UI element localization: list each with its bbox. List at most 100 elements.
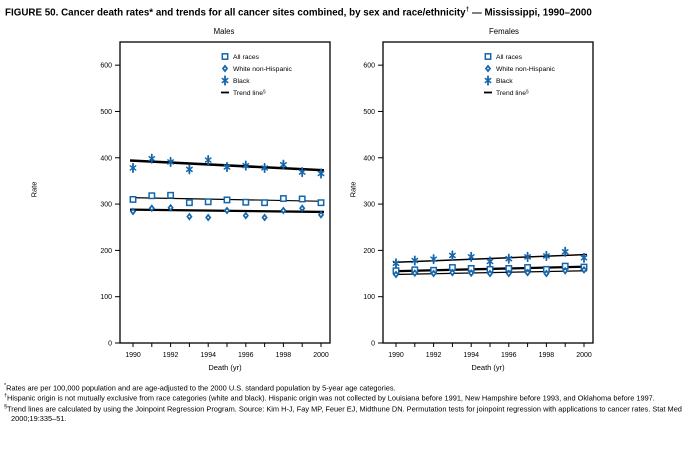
plot-frame (382, 41, 594, 344)
diamond-center-dot (470, 272, 473, 274)
figure-title: FIGURE 50. Cancer death rates* and trend… (5, 6, 685, 18)
legend: All races White non-Hispanic Black Trend li… (221, 53, 293, 97)
black-asterisk-marker (580, 252, 588, 263)
diamond-center-dot (564, 269, 567, 272)
all-races-square-marker (148, 192, 156, 200)
diamond-center-dot (545, 272, 548, 275)
black-asterisk-marker (242, 160, 250, 171)
x-tick-label: 2000 (576, 352, 592, 359)
x-tick-label: 1992 (426, 352, 442, 359)
x-axis-label: Death (yr) (471, 363, 505, 372)
footnote-marker: * (4, 383, 7, 389)
y-tick-label: 400 (363, 155, 375, 162)
footnote-text: Rates are per 100,000 population and are… (6, 383, 396, 393)
black-asterisk-marker (505, 253, 513, 264)
diamond-center-dot (583, 268, 585, 271)
y-tick-label: 300 (100, 202, 112, 209)
diamond-center-dot (301, 207, 304, 210)
legend-label: Trend line§ (233, 89, 266, 97)
diamond-center-dot (395, 273, 397, 276)
black-asterisk-marker (129, 162, 137, 174)
diamond-center-dot (224, 67, 226, 70)
black-asterisk-marker (221, 75, 229, 86)
black-asterisk-marker (298, 167, 306, 178)
x-tick-label: 1998 (539, 352, 555, 359)
footnote-trend: §Trend lines are calculated by using the… (4, 404, 683, 424)
x-tick-label: 1994 (200, 352, 216, 359)
legend: All races White non-Hispanic Black Trend li… (484, 53, 556, 97)
figure-title-tail: — Mississippi, 1990–2000 (469, 7, 592, 19)
all-races-square-marker (242, 198, 250, 206)
black-asterisk-marker (411, 255, 419, 266)
black-asterisk-marker (223, 161, 231, 173)
y-tick-label: 0 (108, 341, 112, 348)
black-asterisk-marker (185, 164, 193, 175)
figure-title-dagger: † (465, 6, 470, 13)
all-races-square-marker (279, 195, 287, 202)
all-races-square-marker (223, 196, 231, 204)
black-asterisk-marker (542, 250, 550, 262)
x-tick-label: 1990 (388, 352, 404, 359)
black-asterisk-marker (486, 256, 494, 267)
black-asterisk-marker (430, 254, 438, 265)
x-tick-label: 1994 (463, 352, 479, 359)
y-tick-label: 500 (100, 109, 112, 116)
males-y-axis-label: Rate (29, 181, 39, 198)
diamond-center-dot (413, 272, 416, 274)
x-axis: 1990 1992 1994 1996 1998 2000 (125, 343, 329, 359)
black-asterisk-marker (561, 246, 569, 257)
all-races-square-marker (221, 53, 229, 60)
diamond-center-dot (188, 215, 191, 218)
diamond-center-dot (226, 209, 228, 212)
y-tick-label: 0 (371, 341, 375, 348)
x-axis: 1990 1992 1994 1996 1998 2000 (388, 343, 592, 359)
y-tick-label: 100 (100, 294, 112, 301)
black-asterisk-marker (484, 75, 492, 86)
x-tick-label: 1998 (276, 352, 292, 359)
black-asterisk-marker (317, 168, 325, 179)
x-axis-label: Death (yr) (208, 363, 242, 372)
legend-label: All races (496, 54, 523, 61)
black-asterisk-marker (392, 258, 400, 269)
diamond-center-dot (320, 213, 322, 216)
black-asterisk-marker (524, 251, 532, 262)
black-asterisk-marker (204, 154, 212, 166)
x-tick-label: 1996 (238, 352, 254, 359)
diamond-center-dot (282, 209, 285, 212)
series-black (392, 246, 588, 269)
males-chart: 0 100 200 300 400 500 600 1990 1992 1994 1996 1998 2… (100, 41, 331, 372)
y-tick-label: 600 (100, 63, 112, 70)
y-tick-label: 500 (363, 109, 375, 116)
black-asterisk-marker (261, 162, 269, 174)
footnote-text: Hispanic origin is not mutually exclusiv… (7, 393, 655, 403)
all-races-square-marker (204, 198, 212, 206)
all-races-square-marker (185, 199, 193, 207)
diamond-center-dot (489, 272, 491, 275)
y-tick-label: 100 (363, 294, 375, 301)
black-asterisk-marker (167, 156, 175, 168)
series-all-races (129, 191, 325, 207)
males-panel-title: Males (213, 27, 235, 36)
all-races-square-marker (298, 195, 306, 203)
diamond-center-dot (244, 214, 247, 217)
x-tick-label: 1996 (501, 352, 517, 359)
x-tick-label: 2000 (313, 352, 329, 359)
diamond-center-dot (132, 210, 134, 213)
y-tick-label: 600 (363, 63, 375, 70)
footnote-rates: *Rates are per 100,000 population and ar… (4, 383, 683, 393)
y-tick-label: 300 (363, 202, 375, 209)
diamond-center-dot (507, 272, 510, 275)
legend-label: White non-Hispanic (496, 66, 556, 73)
all-races-square-marker (261, 199, 269, 207)
legend-label: All races (233, 54, 260, 61)
diamond-center-dot (207, 216, 210, 219)
y-axis: 0 100 200 300 400 500 600 (363, 63, 383, 348)
series-black (129, 153, 325, 179)
diamond-center-dot (526, 271, 529, 274)
y-tick-label: 200 (363, 248, 375, 255)
black-asterisk-marker (467, 251, 475, 262)
y-axis: 0 100 200 300 400 500 600 (100, 63, 120, 348)
females-panel-title: Females (489, 27, 519, 36)
x-tick-label: 1992 (163, 352, 179, 359)
